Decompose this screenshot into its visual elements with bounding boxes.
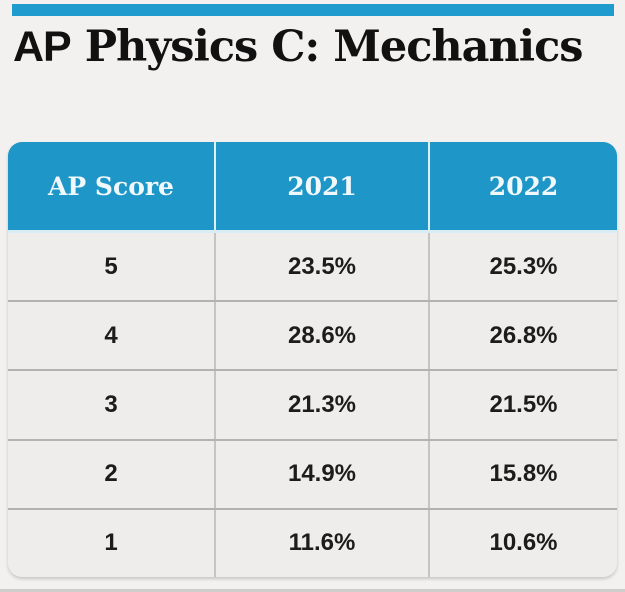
table-body: 5 23.5% 25.3% 4 28.6% 26.8% 3 21.3% 21.5… <box>8 233 617 577</box>
cell-2022-value: 26.8% <box>428 302 617 370</box>
cell-2021-value: 14.9% <box>214 440 428 508</box>
cell-2021-value: 28.6% <box>214 302 428 370</box>
page-title-ap: AP <box>13 23 72 71</box>
cell-score: 2 <box>104 460 118 488</box>
table-row: 2 14.9% 15.8% <box>8 438 617 508</box>
table-row: 4 28.6% 26.8% <box>8 300 617 370</box>
top-accent-bar <box>12 4 614 16</box>
cell-2022-value: 10.6% <box>428 509 617 577</box>
column-header-2022: 2022 <box>428 142 617 230</box>
table-row: 5 23.5% 25.3% <box>8 233 617 301</box>
cell-2021-value: 23.5% <box>214 233 428 301</box>
cell-score: 5 <box>104 252 118 280</box>
bottom-edge-line <box>0 589 625 592</box>
column-header-ap-score: AP Score <box>48 171 174 201</box>
cell-2022-value: 25.3% <box>428 233 617 301</box>
score-distribution-table: AP Score 2021 2022 5 23.5% 25.3% 4 28.6%… <box>8 142 617 577</box>
table-row: 3 21.3% 21.5% <box>8 369 617 439</box>
cell-2021-value: 21.3% <box>214 371 428 439</box>
table-row: 1 11.6% 10.6% <box>8 507 617 577</box>
column-header-2021: 2021 <box>214 142 428 230</box>
table-header-row: AP Score 2021 2022 <box>8 142 617 233</box>
cell-score: 4 <box>104 321 118 349</box>
page-title-rest: Physics C: Mechanics <box>70 22 584 72</box>
cell-score: 1 <box>104 529 118 557</box>
page-title: AP Physics C: Mechanics <box>13 21 621 75</box>
cell-2022-value: 15.8% <box>428 440 617 508</box>
cell-2022-value: 21.5% <box>428 371 617 439</box>
cell-2021-value: 11.6% <box>214 509 428 577</box>
cell-score: 3 <box>104 391 118 418</box>
